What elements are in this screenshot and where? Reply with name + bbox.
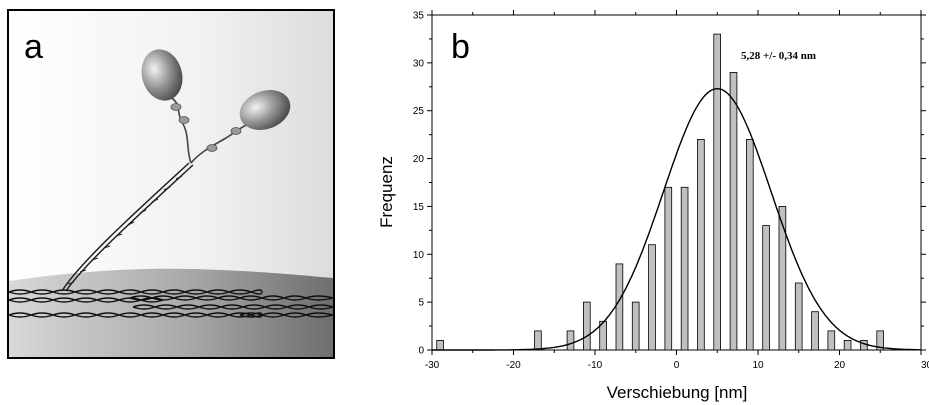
- myosin-head-right: [239, 90, 291, 130]
- bar: [697, 138, 705, 351]
- bar: [436, 339, 444, 351]
- x-tick-label: 0: [674, 360, 680, 371]
- y-tick-label: 20: [413, 154, 425, 165]
- y-tick-label: 35: [413, 11, 425, 22]
- y-tick-label: 15: [413, 202, 425, 213]
- fit-annotation: 5,28 +/- 0,34 nm: [741, 50, 816, 62]
- bar: [713, 33, 721, 351]
- y-tick-label: 10: [413, 250, 425, 261]
- histogram-chart: -30 -20 -10 0 10 20 30 0 5 10 15 20 25 30 35 5,28 +/-…: [377, 10, 929, 402]
- y-axis-title: Frequenz: [377, 156, 396, 228]
- gaussian-fit-curve: [432, 87, 921, 351]
- bar: [566, 330, 575, 351]
- bar: [827, 330, 836, 351]
- bar: [778, 205, 787, 351]
- y-tick-label: 30: [413, 58, 425, 69]
- bar: [860, 339, 868, 351]
- bar: [843, 339, 852, 351]
- x-tick-label: 20: [834, 360, 846, 371]
- bar: [811, 311, 819, 351]
- bar: [664, 186, 673, 351]
- panel-a-label: a: [24, 28, 43, 66]
- bar: [599, 320, 607, 351]
- x-axis-title: Verschiebung [nm]: [607, 383, 748, 402]
- light-chains: [170, 103, 242, 152]
- y-axis-ticks: 0 5 10 15 20 25 30 35: [413, 11, 926, 357]
- actin-filaments: [8, 289, 334, 318]
- bar: [583, 301, 591, 351]
- x-axis-ticks: -30 -20 -10 0 10 20 30: [425, 10, 929, 371]
- x-tick-label: -20: [506, 360, 521, 371]
- panel-b-label: b: [451, 28, 470, 66]
- bar: [631, 301, 640, 351]
- bar: [648, 244, 656, 351]
- bar: [615, 263, 624, 351]
- x-tick-label: 30: [921, 360, 929, 371]
- bar: [680, 186, 689, 351]
- x-tick-label: 10: [752, 360, 764, 371]
- bar: [746, 138, 754, 351]
- plot-area: [431, 14, 922, 351]
- y-tick-label: 25: [413, 106, 425, 117]
- panel-a: a: [7, 9, 335, 359]
- bar: [762, 225, 770, 351]
- x-tick-label: -30: [425, 360, 440, 371]
- bar: [729, 72, 738, 351]
- y-tick-label: 0: [418, 346, 424, 357]
- x-tick-label: -10: [588, 360, 603, 371]
- y-tick-label: 5: [418, 298, 424, 309]
- bar: [794, 282, 803, 351]
- myosin-head-left: [141, 49, 183, 101]
- myosin-tail: [61, 162, 194, 292]
- bar: [534, 330, 542, 351]
